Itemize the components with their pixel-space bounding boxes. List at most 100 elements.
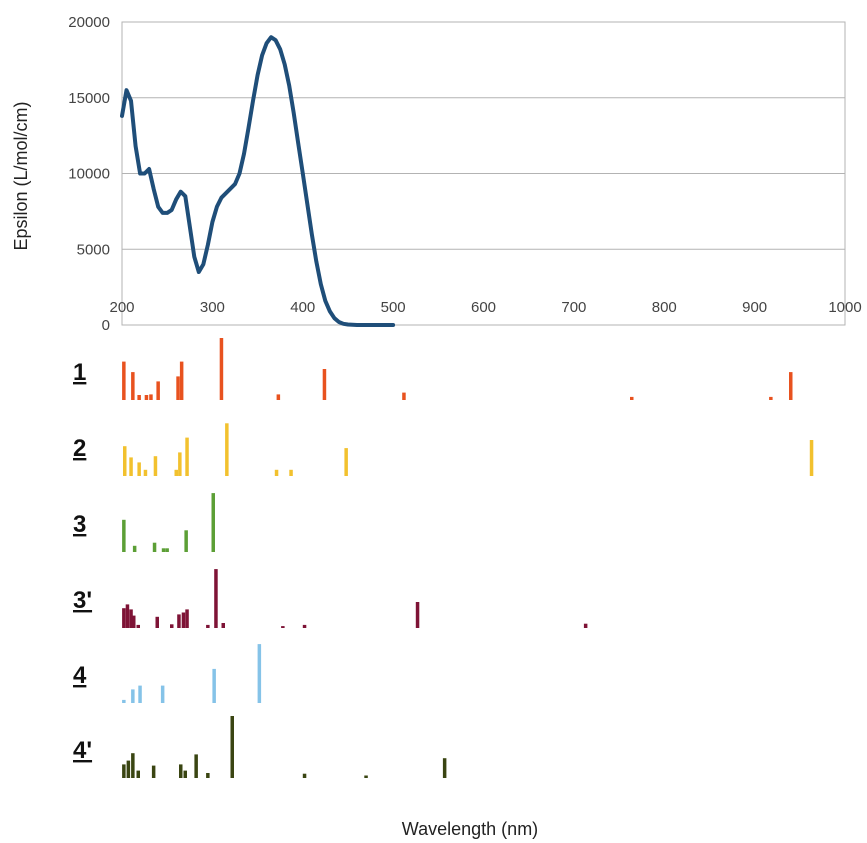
- x-tick-label: 700: [561, 299, 586, 316]
- transition-bar: [221, 623, 225, 628]
- epsilon-spectrum-panel: 0 5000 10000 15000 20000 200 300 400 500 600 700 8…: [11, 14, 862, 334]
- y-tick-label: 15000: [68, 90, 110, 107]
- y-tick-label: 5000: [77, 241, 110, 258]
- compound-label: 4: [73, 662, 87, 689]
- transition-bar: [132, 615, 136, 628]
- transition-bar: [123, 446, 127, 476]
- compound-label: 3': [73, 587, 92, 614]
- transition-bar: [583, 623, 588, 628]
- transition-bar: [212, 668, 216, 703]
- horizontal-gridlines: [122, 97, 845, 250]
- transition-row: 4': [73, 716, 447, 778]
- transition-bar: [122, 361, 126, 400]
- transition-bar: [206, 773, 210, 778]
- transition-bar: [185, 609, 189, 628]
- compound-label: 1: [73, 359, 86, 386]
- x-tick-label: 200: [109, 299, 134, 316]
- transition-row: 3: [73, 493, 215, 552]
- y-axis-title: Epsilon (L/mol/cm): [11, 101, 31, 250]
- transition-bar: [174, 469, 178, 476]
- transition-bar: [129, 609, 133, 628]
- transition-bar: [789, 372, 793, 400]
- transition-bar: [219, 338, 224, 400]
- transition-bar: [809, 440, 814, 476]
- transition-bar: [178, 452, 182, 476]
- transition-bar: [138, 685, 142, 703]
- transition-bar: [137, 462, 141, 476]
- transition-bar: [344, 448, 348, 476]
- compound-label: 3: [73, 511, 86, 538]
- transition-row: 1: [73, 338, 793, 400]
- transition-bar: [274, 469, 279, 476]
- compound-label: 2: [73, 435, 86, 462]
- transition-bar: [257, 644, 262, 703]
- transition-bar: [230, 716, 234, 778]
- transition-bar: [122, 608, 126, 628]
- transition-bar: [214, 569, 218, 628]
- transition-bar: [136, 624, 140, 628]
- transition-bar: [129, 457, 133, 476]
- x-tick-label: 400: [290, 299, 315, 316]
- transition-bar: [132, 545, 137, 552]
- x-axis-title: Wavelength (nm): [402, 819, 538, 839]
- y-tick-label: 20000: [68, 14, 110, 31]
- transition-bar: [122, 519, 126, 552]
- transition-bar: [151, 765, 156, 778]
- transition-bar: [402, 392, 406, 400]
- transition-bar: [165, 548, 169, 552]
- y-tick-labels: 0 5000 10000 15000 20000: [68, 14, 110, 334]
- transition-bar: [160, 685, 165, 703]
- transition-bar: [276, 394, 281, 400]
- transition-bar: [415, 602, 420, 628]
- transition-bar: [281, 626, 285, 628]
- transition-bar: [131, 689, 135, 703]
- transition-bar: [149, 394, 153, 400]
- transition-bar: [322, 369, 327, 400]
- x-tick-label: 300: [200, 299, 225, 316]
- transition-bar: [156, 381, 160, 400]
- transition-bar: [137, 395, 141, 400]
- transition-bar: [177, 614, 181, 628]
- transition-bar: [194, 754, 198, 778]
- transition-bar: [176, 376, 180, 400]
- transition-bar: [179, 361, 184, 400]
- transition-bar: [122, 764, 126, 778]
- transition-bar: [185, 437, 189, 476]
- x-tick-label: 500: [381, 299, 406, 316]
- transition-bar: [442, 758, 447, 778]
- transition-bar: [161, 548, 166, 552]
- transition-bar: [131, 372, 135, 400]
- y-tick-label: 0: [102, 317, 110, 334]
- transition-bar: [225, 423, 229, 476]
- transition-bar: [302, 773, 307, 778]
- x-tick-label: 900: [742, 299, 767, 316]
- transition-bar: [364, 775, 368, 778]
- transition-bar: [170, 624, 174, 628]
- transition-bar: [136, 770, 140, 778]
- transition-bar: [302, 624, 307, 628]
- transition-bar: [211, 493, 215, 552]
- transition-bar: [630, 396, 634, 400]
- transition-bar: [152, 542, 157, 552]
- transition-bar: [122, 699, 126, 703]
- transition-bar: [184, 530, 188, 552]
- transition-bar: [126, 760, 131, 778]
- transition-bar: [155, 616, 159, 628]
- transition-row: 2: [73, 423, 814, 476]
- transition-bar: [206, 624, 210, 628]
- compound-label: 4': [73, 737, 92, 764]
- transition-bar: [183, 770, 187, 778]
- transition-row: 3': [73, 569, 588, 628]
- x-tick-label: 1000: [828, 299, 861, 316]
- transition-bar: [153, 456, 158, 476]
- transition-bar: [769, 396, 773, 400]
- y-tick-label: 10000: [68, 166, 110, 183]
- transition-bar: [289, 469, 293, 476]
- transition-bar: [125, 604, 130, 628]
- transition-row: 4: [73, 644, 262, 703]
- x-tick-label: 600: [471, 299, 496, 316]
- x-tick-label: 800: [652, 299, 677, 316]
- spectrum-line: [120, 35, 396, 327]
- transition-bar: [181, 612, 186, 628]
